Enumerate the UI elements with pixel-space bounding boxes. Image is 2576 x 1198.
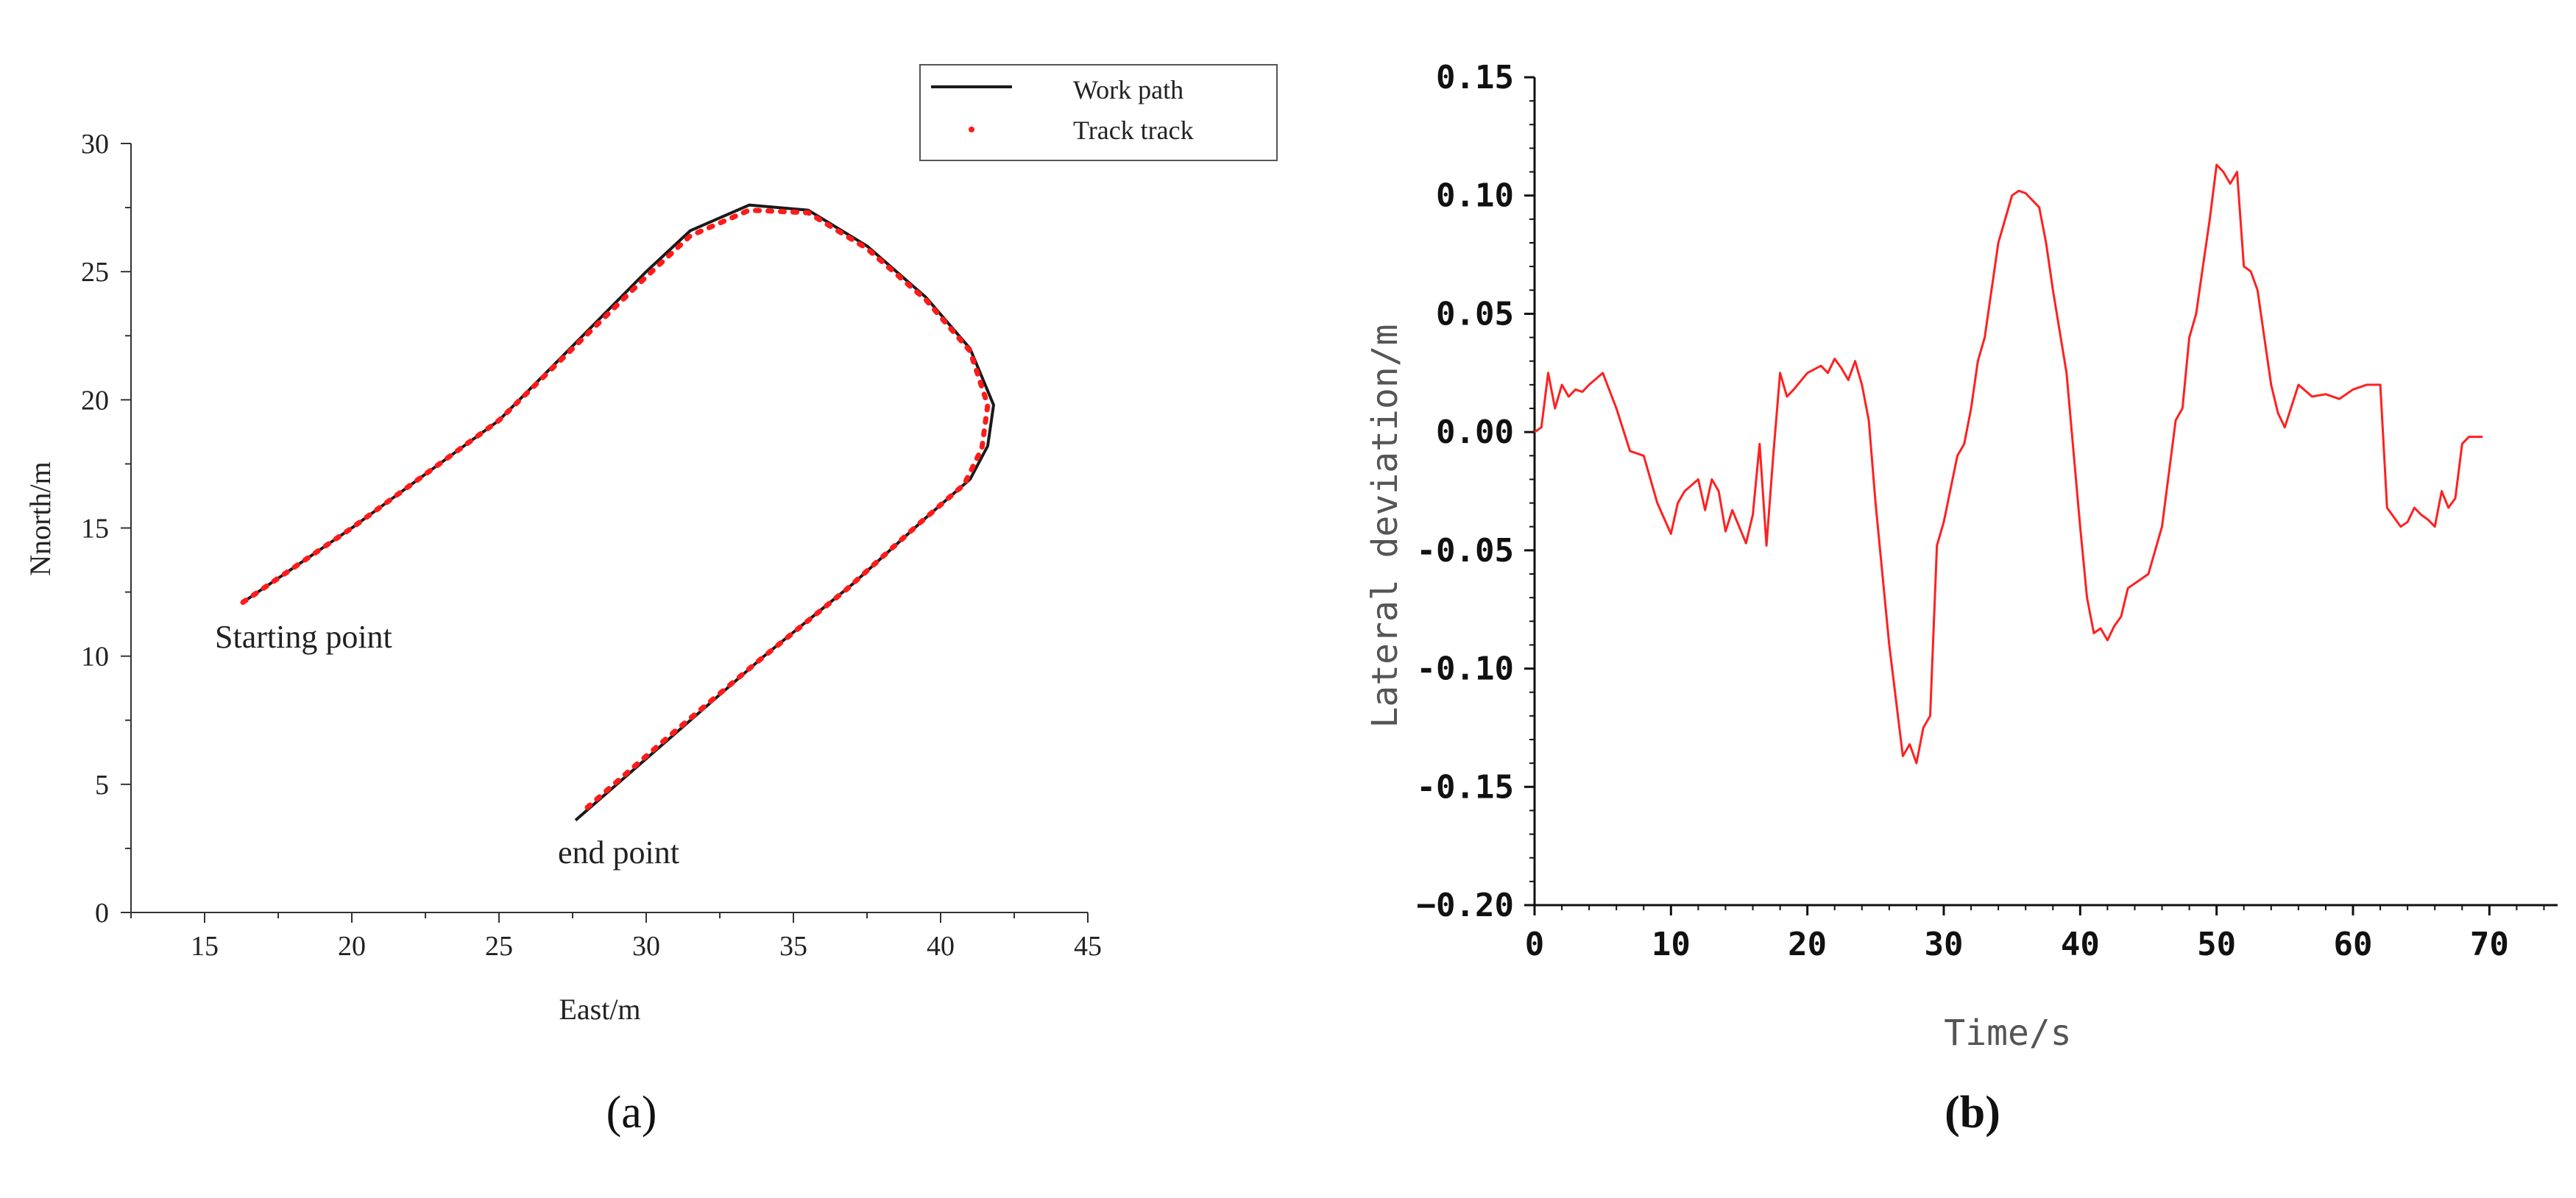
series-group [240,203,995,822]
y-tick-label: 5 [95,770,109,801]
y-tick-label: 30 [81,129,109,160]
y-tick-label: 15 [81,514,109,545]
y-tick-label: 25 [81,257,109,288]
y-tick-label: -0.05 [1417,532,1514,570]
end-point-annotation: end point [558,834,679,871]
x-ticks: 0 10 20 30 40 50 60 70 [1525,905,2545,963]
panel-a-label: (a) [606,1088,657,1138]
x-tick-label: 20 [338,931,366,962]
y-tick-label: −0.20 [1417,887,1514,924]
y-ticks: 0.15 0.10 0.05 0.00 -0.05 -0.10 -0.15 −0.20 [1417,59,1535,924]
x-ticks: 15 20 25 30 35 40 45 [130,912,1102,962]
path-tracking-chart: 15 20 25 30 35 40 45 0 5 10 15 20 25 30 East/m Nnort… [24,64,1278,1138]
work-path-line [241,203,995,822]
lateral-deviation-line [1534,163,2483,765]
panel-b-label: (b) [1945,1088,2000,1138]
x-tick-label: 10 [1652,926,1691,963]
x-tick-label: 35 [779,931,807,962]
x-tick-label: 40 [927,931,955,962]
lateral-deviation-chart: 0 10 20 30 40 50 60 70 0.15 0.10 0.05 0.00 -0.05 -0.… [1365,59,2558,1138]
legend: Work path Track track [919,64,1278,161]
x-tick-label: 20 [1788,926,1827,963]
y-tick-label: -0.10 [1417,651,1514,688]
y-tick-label: 0.15 [1436,59,1514,96]
x-tick-label: 50 [2197,926,2236,963]
start-point-annotation: Starting point [215,619,392,655]
y-tick-label: 0.00 [1436,414,1514,451]
x-tick-label: 15 [191,931,219,962]
y-tick-label: 0 [95,898,109,929]
x-tick-label: 70 [2470,926,2509,963]
x-tick-label: 30 [1925,926,1964,963]
x-axis-label: Time/s [1944,1013,2071,1054]
series-group [1534,163,2483,765]
y-axis-label: Lateral deviation/m [1365,324,1406,728]
x-tick-label: 30 [632,931,660,962]
y-tick-label: 0.10 [1436,177,1514,215]
axes [1533,77,2558,907]
y-tick-label: 0.05 [1436,295,1514,333]
y-tick-label: 20 [81,385,109,416]
x-tick-label: 25 [485,931,513,962]
x-tick-label: 0 [1525,926,1545,963]
legend-track-swatch [969,127,974,132]
x-tick-label: 45 [1074,931,1102,962]
legend-track-label: Track track [1073,116,1194,145]
y-tick-label: -0.15 [1417,768,1514,806]
y-axis-label: Nnorth/m [24,461,57,576]
legend-work-path-label: Work path [1073,75,1183,104]
y-ticks: 0 5 10 15 20 25 30 [81,129,131,929]
x-tick-label: 60 [2334,926,2373,963]
x-axis-label: East/m [559,993,640,1026]
y-tick-label: 10 [81,642,109,673]
track-dotted-line [240,208,991,813]
legend-box [919,64,1278,161]
axes [130,143,1088,913]
x-tick-label: 40 [2061,926,2100,963]
